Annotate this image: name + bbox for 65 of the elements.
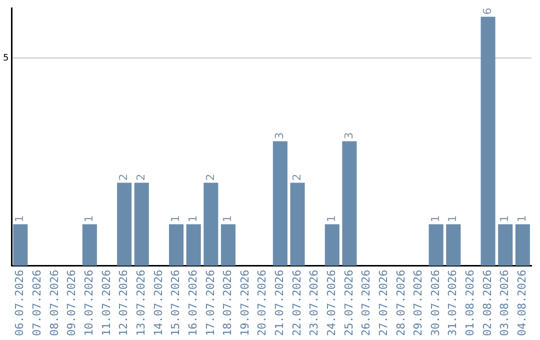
bar xyxy=(480,16,496,266)
bar xyxy=(324,224,340,266)
data-label: 2 xyxy=(204,174,217,181)
bar xyxy=(186,224,201,266)
x-tick-label: 08.07.2026 xyxy=(48,270,61,336)
x-tick-label: 12.07.2026 xyxy=(117,270,130,336)
x-tick-label: 03.08.2026 xyxy=(498,270,512,336)
data-label: 1 xyxy=(82,215,96,222)
x-tick-label: 13.07.2026 xyxy=(134,270,148,336)
x-tick-label: 07.07.2026 xyxy=(30,270,44,336)
x-tick-label: 25.07.2026 xyxy=(342,270,356,336)
x-tick-label: 26.07.2026 xyxy=(360,270,373,336)
data-label: 1 xyxy=(498,215,512,222)
x-tick-label: 04.08.2026 xyxy=(516,270,529,336)
x-tick-label: 22.07.2026 xyxy=(290,270,304,336)
bar xyxy=(290,182,305,266)
x-tick-label: 10.07.2026 xyxy=(82,270,96,336)
bar xyxy=(82,224,97,266)
x-tick-label: 19.07.2026 xyxy=(238,270,252,336)
x-tick-label: 02.08.2026 xyxy=(480,270,494,336)
x-tick-label: 29.07.2026 xyxy=(412,270,425,336)
data-label: 3 xyxy=(342,132,356,140)
data-label: 1 xyxy=(516,215,529,222)
bar xyxy=(272,141,288,266)
bar xyxy=(428,224,444,266)
bar xyxy=(342,141,357,266)
x-tick-label: 14.07.2026 xyxy=(152,270,165,336)
data-label: 1 xyxy=(13,215,26,222)
data-label: 1 xyxy=(325,215,338,222)
x-tick-label: 21.07.2026 xyxy=(273,270,286,336)
data-label: 1 xyxy=(221,215,234,222)
data-label: 2 xyxy=(290,174,304,181)
bar xyxy=(515,224,530,266)
data-label: 1 xyxy=(446,215,460,222)
x-tick-label: 15.07.2026 xyxy=(169,270,182,336)
data-label: 3 xyxy=(273,132,286,140)
bar xyxy=(220,224,236,266)
x-tick-label: 06.07.2026 xyxy=(13,270,26,336)
bar xyxy=(134,182,149,266)
data-label: 2 xyxy=(117,174,130,181)
x-tick-label: 11.07.2026 xyxy=(100,270,113,336)
x-tick-label: 24.07.2026 xyxy=(325,270,338,336)
data-label: 2 xyxy=(134,174,148,181)
bar xyxy=(498,224,513,266)
bar xyxy=(204,182,218,266)
data-label: 1 xyxy=(169,215,182,222)
x-tick-label: 16.07.2026 xyxy=(186,270,200,336)
data-label: 1 xyxy=(428,215,442,222)
bar xyxy=(446,224,461,266)
x-tick-label: 17.07.2026 xyxy=(204,270,217,336)
y-tick-label: 5 xyxy=(2,54,9,64)
x-tick-label: 23.07.2026 xyxy=(308,270,321,336)
data-label: 6 xyxy=(480,8,494,15)
x-tick-label: 18.07.2026 xyxy=(221,270,234,336)
data-label: 1 xyxy=(186,215,200,222)
x-tick-label: 27.07.2026 xyxy=(376,270,390,336)
x-tick-label: 31.07.2026 xyxy=(446,270,460,336)
x-tick-label: 09.07.2026 xyxy=(65,270,78,336)
bar xyxy=(13,224,28,266)
bar xyxy=(168,224,184,266)
bar xyxy=(117,182,132,266)
x-tick-label: 01.08.2026 xyxy=(464,270,477,336)
x-tick-label: 28.07.2026 xyxy=(394,270,408,336)
x-tick-label: 20.07.2026 xyxy=(256,270,269,336)
x-tick-label: 30.07.2026 xyxy=(428,270,442,336)
